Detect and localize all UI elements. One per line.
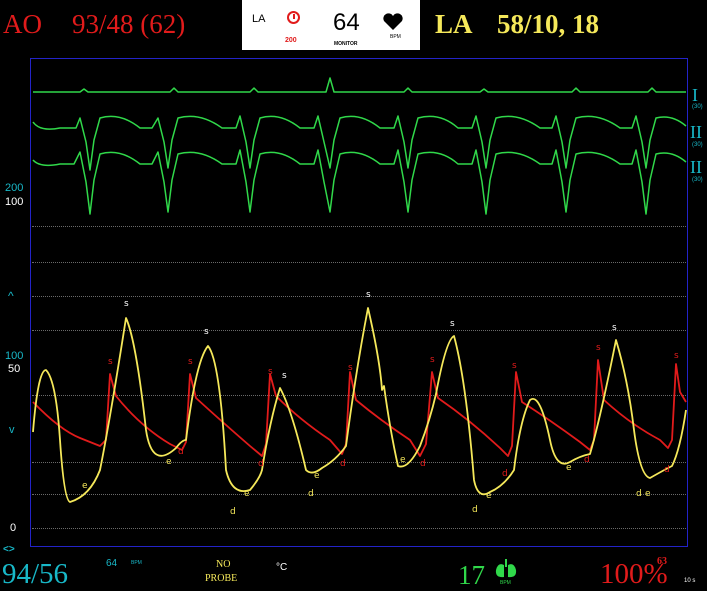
annotation-e: e <box>645 489 651 499</box>
annotation-s: s <box>348 363 353 373</box>
spo2-small-value: 63 <box>657 556 667 567</box>
heart-icon <box>383 13 403 31</box>
ecg-lead-3-trace <box>32 149 687 215</box>
grid-line <box>32 330 686 331</box>
ecg-lead-2-trace <box>32 115 687 171</box>
la-pressure-trace <box>32 307 687 503</box>
la-small-label: LA <box>252 13 266 25</box>
annotation-s: s <box>512 361 517 371</box>
annotation-s: s <box>450 319 455 329</box>
ao-pressure-trace <box>32 359 687 457</box>
lungs-icon <box>495 559 517 578</box>
annotation-s: s <box>596 343 601 353</box>
annotation-e: e <box>566 463 572 473</box>
annotation-e: e <box>244 489 250 499</box>
lead-label-3: II <box>690 157 702 177</box>
grid-line <box>32 226 686 227</box>
heart-rate-value: 64 <box>333 9 360 36</box>
annotation-d: d <box>420 459 426 469</box>
bpm-label: BPM <box>390 34 401 40</box>
annotation-d: d <box>664 465 670 475</box>
respiration-rate: 17 <box>458 560 485 590</box>
annotation-d: d <box>636 489 642 499</box>
annotation-s: s <box>612 323 617 333</box>
annotation-e: e <box>314 471 320 481</box>
annotation-d: d <box>472 505 478 515</box>
annotation-d: d <box>340 459 346 469</box>
annotation-d: d <box>502 469 508 479</box>
probe-status-line2: PROBE <box>205 573 238 584</box>
scale-mid-white: 50 <box>8 363 21 375</box>
annotation-s: s <box>282 371 287 381</box>
annotation-e: e <box>486 491 492 501</box>
monitor-label: MONITOR <box>334 41 358 47</box>
sweep-speed: 10 s <box>684 578 696 584</box>
annotation-s: s <box>124 299 129 309</box>
scale-down-button[interactable]: v <box>9 424 15 436</box>
waveform-display <box>30 58 688 547</box>
probe-status-line1: NO <box>216 559 231 570</box>
lead-gain-2: (30) <box>692 142 703 148</box>
annotation-d: d <box>584 455 590 465</box>
bp-rate-unit: BPM <box>131 560 142 566</box>
grid-line <box>32 462 686 463</box>
annotation-s: s <box>268 367 273 377</box>
scale-top-blue: 200 <box>5 182 24 194</box>
annotation-d: d <box>258 459 264 469</box>
expand-button[interactable]: <> <box>3 544 15 555</box>
annotation-e: e <box>400 455 406 465</box>
scale-top-white: 100 <box>5 196 24 208</box>
annotation-e: e <box>166 457 172 467</box>
annotation-s: s <box>430 355 435 365</box>
grid-line <box>32 528 686 529</box>
alarm-value: 200 <box>285 37 297 44</box>
annotation-s: s <box>188 357 193 367</box>
respiration-unit: BPM <box>500 580 511 586</box>
lead-gain-3: (30) <box>692 177 703 183</box>
annotation-s: s <box>204 327 209 337</box>
annotation-s: s <box>366 290 371 300</box>
la-pressure: 58/10, 18 <box>497 9 600 39</box>
lead-label-2: II <box>690 122 702 142</box>
grid-line <box>32 494 686 495</box>
scale-mid-blue: 100 <box>5 350 24 362</box>
annotation-d: d <box>230 507 236 517</box>
scale-zero: 0 <box>10 522 17 534</box>
ao-pressure: 93/48 (62) <box>72 9 186 39</box>
grid-line <box>32 262 686 263</box>
temperature-unit: °C <box>276 562 288 573</box>
annotation-s: s <box>674 351 679 361</box>
la-label: LA <box>435 9 473 39</box>
ecg-lead-1-trace <box>33 77 686 93</box>
bp-value: 94/56 <box>2 558 69 590</box>
annotation-d: d <box>308 489 314 499</box>
ao-label: AO <box>3 9 42 39</box>
spo2-value: 100% <box>600 558 668 590</box>
lead-label-1: I <box>692 85 698 105</box>
annotation-s: s <box>108 357 113 367</box>
grid-line <box>32 395 686 396</box>
annotation-e: e <box>82 481 88 491</box>
lead-gain-1: (30) <box>692 104 703 110</box>
bp-rate: 64 <box>106 558 118 569</box>
scale-up-button[interactable]: ^ <box>8 289 14 303</box>
annotation-d: d <box>178 447 184 457</box>
grid-line <box>32 296 686 297</box>
alarm-clock-icon[interactable] <box>287 11 300 24</box>
